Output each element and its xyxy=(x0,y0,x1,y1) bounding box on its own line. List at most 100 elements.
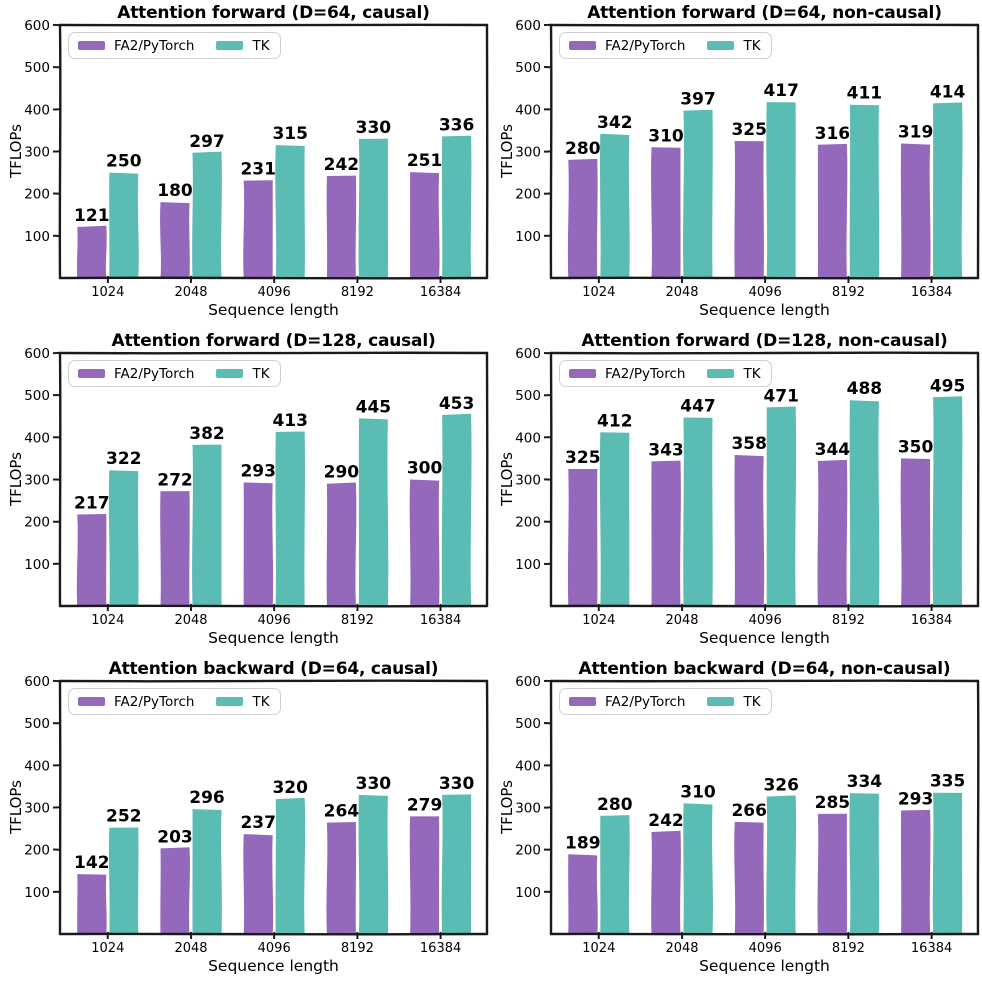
y-tick-label: 200 xyxy=(515,187,541,203)
y-tick-label: 600 xyxy=(24,346,50,362)
bar-value-tk: 447 xyxy=(680,397,716,417)
bar-value-fa2: 237 xyxy=(240,813,276,833)
chart-title: Attention forward (D=128, causal) xyxy=(111,331,436,351)
y-tick-label: 400 xyxy=(24,102,50,118)
legend-label-fa2: FA2/PyTorch xyxy=(114,693,195,710)
chart-canvas: 121 250 1024 180 297 2048 231 315 4096 242 330 8192… xyxy=(24,18,489,300)
legend-swatch-fa2 xyxy=(569,369,596,378)
x-tick-label: 1024 xyxy=(582,613,615,628)
bar-value-fa2: 121 xyxy=(74,206,110,226)
chart-attention-forward-d128-noncausal: 325 412 1024 343 447 2048 358 471 4096 344 488 8192… xyxy=(491,328,982,656)
bar-value-fa2: 189 xyxy=(565,833,601,853)
bar-tk xyxy=(849,793,880,935)
bar-tk xyxy=(932,396,963,607)
bar-fa2 xyxy=(817,143,848,279)
bar-tk xyxy=(358,138,388,279)
x-axis-label: Sequence length xyxy=(699,957,830,975)
y-tick-label: 100 xyxy=(515,229,541,245)
y-tick-label: 300 xyxy=(515,473,541,489)
bar-value-fa2: 242 xyxy=(648,811,684,831)
chart-canvas: 217 322 1024 272 382 2048 293 413 4096 290 445 8192… xyxy=(24,346,489,628)
bar-fa2 xyxy=(77,874,107,935)
bar-fa2 xyxy=(326,821,357,935)
bar-fa2 xyxy=(243,834,274,935)
legend: FA2/PyTorch TK xyxy=(68,688,281,715)
x-tick-label: 8192 xyxy=(832,613,865,628)
chart-canvas: 280 342 1024 310 397 2048 325 417 4096 316 411 8192… xyxy=(515,18,980,300)
bar-fa2 xyxy=(651,460,681,607)
bar-fa2 xyxy=(734,821,764,935)
bar-tk xyxy=(766,102,796,279)
bar-value-fa2: 358 xyxy=(731,434,767,454)
bar-fa2 xyxy=(817,813,847,935)
y-tick-label: 100 xyxy=(24,557,50,573)
bar-value-tk: 411 xyxy=(847,84,883,104)
chart-attention-backward-d64-noncausal: 189 280 1024 242 310 2048 266 326 4096 285 334 8192… xyxy=(491,656,982,984)
legend-label-fa2: FA2/PyTorch xyxy=(114,365,195,382)
bar-value-tk: 417 xyxy=(763,81,799,101)
bar-tk xyxy=(441,794,472,935)
bar-value-tk: 335 xyxy=(930,772,966,792)
bar-fa2 xyxy=(409,479,440,607)
bar-tk xyxy=(599,133,630,279)
bar-value-fa2: 251 xyxy=(407,151,443,171)
y-axis-label: TFLOPs xyxy=(498,123,516,179)
legend-label-fa2: FA2/PyTorch xyxy=(114,37,195,54)
bar-fa2 xyxy=(243,482,274,607)
bar-value-tk: 280 xyxy=(597,795,633,815)
x-tick-label: 2048 xyxy=(665,285,698,300)
chart-canvas: 142 252 1024 203 296 2048 237 320 4096 264 330 8192… xyxy=(24,674,489,956)
x-tick-label: 4096 xyxy=(258,613,291,628)
x-tick-label: 16384 xyxy=(420,941,461,956)
bar-tk xyxy=(441,413,472,607)
legend: FA2/PyTorch TK xyxy=(559,32,772,59)
bar-tk xyxy=(275,431,305,607)
y-tick-label: 200 xyxy=(24,187,50,203)
bar-tk xyxy=(599,432,630,607)
y-tick-label: 500 xyxy=(515,716,541,732)
x-axis-label: Sequence length xyxy=(208,957,339,975)
legend-swatch-fa2 xyxy=(78,369,105,378)
top-spine xyxy=(549,351,980,355)
chart-attention-forward-d64-noncausal: 280 342 1024 310 397 2048 325 417 4096 316 411 8192… xyxy=(491,0,982,328)
bar-tk xyxy=(192,809,222,935)
x-tick-label: 4096 xyxy=(749,285,782,300)
bar-fa2 xyxy=(900,143,931,279)
bar-value-tk: 310 xyxy=(680,782,716,802)
y-tick-label: 300 xyxy=(515,145,541,161)
bar-fa2 xyxy=(410,172,440,279)
x-tick-label: 16384 xyxy=(420,285,461,300)
bar-value-tk: 397 xyxy=(680,90,716,110)
y-axis-label: TFLOPs xyxy=(7,779,25,835)
bar-value-tk: 413 xyxy=(272,411,308,431)
legend-swatch-fa2 xyxy=(78,697,105,706)
bar-value-fa2: 319 xyxy=(898,122,934,142)
y-tick-label: 100 xyxy=(515,885,541,901)
legend-swatch-tk xyxy=(216,41,244,50)
bar-value-fa2: 300 xyxy=(407,459,443,479)
x-tick-label: 1024 xyxy=(582,941,615,956)
x-tick-label: 8192 xyxy=(341,285,374,300)
x-tick-label: 2048 xyxy=(174,285,207,300)
bar-tk xyxy=(108,470,139,607)
bar-value-tk: 315 xyxy=(272,124,308,144)
y-tick-label: 100 xyxy=(24,885,50,901)
bar-tk xyxy=(933,102,963,279)
x-tick-label: 16384 xyxy=(911,613,952,628)
x-axis-label: Sequence length xyxy=(208,301,339,319)
bar-tk xyxy=(275,797,306,935)
bar-tk xyxy=(849,400,880,607)
bar-fa2 xyxy=(76,513,107,607)
bar-fa2 xyxy=(900,809,931,935)
legend-swatch-tk xyxy=(707,697,735,706)
y-tick-label: 100 xyxy=(515,557,541,573)
bar-tk xyxy=(766,406,797,607)
legend-label-tk: TK xyxy=(743,365,761,382)
y-tick-label: 500 xyxy=(515,60,541,76)
top-spine xyxy=(58,351,489,355)
legend-label-fa2: FA2/PyTorch xyxy=(605,365,686,382)
bar-fa2 xyxy=(567,468,598,607)
y-tick-label: 400 xyxy=(515,102,541,118)
chart-attention-backward-d64-causal: 142 252 1024 203 296 2048 237 320 4096 264 330 8192… xyxy=(0,656,491,984)
